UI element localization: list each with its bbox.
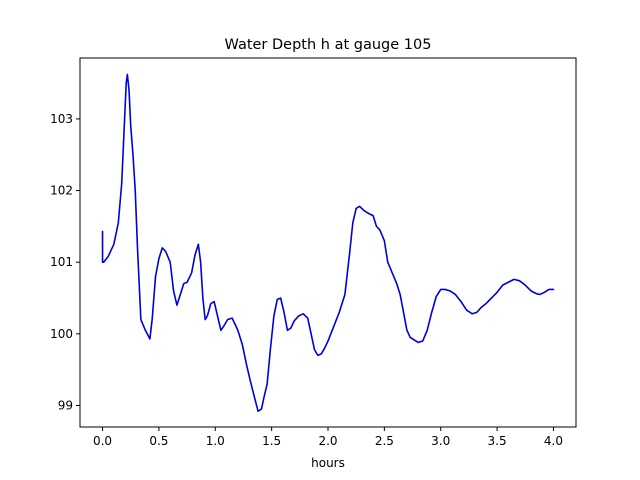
chart-title: Water Depth h at gauge 105: [225, 37, 432, 53]
series-line-0: [101, 73, 555, 413]
x-tick-label: 4.0: [544, 434, 563, 448]
plot-area: [101, 73, 555, 413]
x-tick-label: 0.5: [149, 434, 168, 448]
y-tick-label: 100: [50, 327, 73, 341]
y-tick-label: 101: [50, 255, 73, 269]
x-tick-label: 2.5: [375, 434, 394, 448]
x-tick-label: 3.5: [488, 434, 507, 448]
y-tick-label: 102: [50, 184, 73, 198]
x-tick-label: 0.0: [93, 434, 112, 448]
x-tick-label: 1.5: [262, 434, 281, 448]
x-tick-label: 2.0: [318, 434, 337, 448]
x-tick-label: 1.0: [206, 434, 225, 448]
x-axis: 0.0 0.5 1.0 1.5 2.0 2.5 3.0 3.5 4.0: [93, 427, 563, 448]
x-tick-label: 3.0: [431, 434, 450, 448]
y-tick-label: 103: [50, 112, 73, 126]
y-axis: 99 100 101 102 103: [50, 112, 80, 413]
y-tick-label: 99: [58, 399, 73, 413]
x-axis-label: hours: [311, 456, 345, 470]
